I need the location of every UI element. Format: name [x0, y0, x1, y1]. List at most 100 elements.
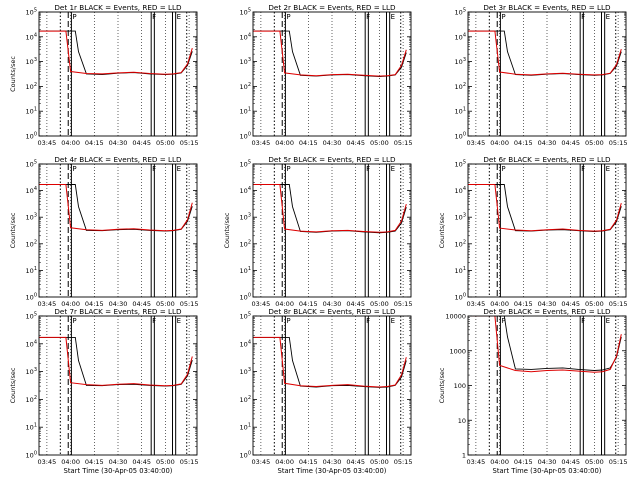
x-tick-label: 03:45 [252, 458, 271, 466]
panel-title: Det 6r BLACK = Events, RED = LLD [483, 155, 611, 164]
x-tick-label: 03:45 [467, 300, 486, 308]
panel-det-4: P F E 100 101 102 103 104 105 03:45 04:00 04:15 04:3… [9, 155, 198, 308]
series-events-line [253, 336, 407, 388]
marker-p: P [286, 13, 290, 21]
marker-p: P [72, 165, 76, 173]
marker-f: F [581, 165, 585, 173]
marker-f: F [366, 165, 370, 173]
x-tick-label: 04:45 [132, 300, 151, 308]
series-events-line [468, 184, 622, 232]
y-tick-label: 101 [455, 266, 466, 275]
y-tick-label: 101 [240, 266, 251, 275]
marker-f: F [152, 13, 156, 21]
y-tick-label: 105 [240, 312, 251, 321]
x-tick-label: 05:15 [180, 300, 199, 308]
y-tick-label: 103 [455, 213, 466, 222]
y-tick-label: 1 [462, 452, 466, 460]
x-tick-label: 04:00 [275, 300, 294, 308]
y-tick-label: 101 [455, 107, 466, 116]
x-tick-label: 04:00 [490, 458, 509, 466]
x-axis-label: Start Time (30-Apr-05 03:40:00) [278, 467, 387, 475]
y-tick-label: 104 [240, 186, 251, 195]
y-tick-label: 103 [455, 57, 466, 66]
x-tick-label: 04:15 [299, 139, 318, 147]
x-tick-label: 04:15 [299, 300, 318, 308]
axes-frame [252, 163, 412, 298]
x-tick-label: 05:00 [370, 458, 389, 466]
panel-det-1: P F E 100 101 102 103 104 105 03:45 04:00 04:15 04:3… [9, 3, 198, 147]
marker-e: E [391, 317, 395, 325]
x-tick-label: 04:45 [132, 458, 151, 466]
y-tick-label: 101 [240, 423, 251, 432]
marker-e: E [606, 165, 610, 173]
x-tick-label: 05:00 [585, 139, 604, 147]
x-tick-label: 04:15 [85, 458, 104, 466]
axes-frame [252, 315, 412, 456]
series-lld-line [468, 30, 622, 76]
series-lld-line [253, 30, 407, 77]
panel-title: Det 1r BLACK = Events, RED = LLD [54, 3, 182, 12]
y-tick-label: 103 [26, 213, 37, 222]
panel-det-2: P F E 100 101 102 103 104 105 03:45 04:00 04:15 04:3… [240, 3, 413, 147]
y-tick-label: 105 [26, 160, 37, 169]
y-tick-label: 102 [240, 82, 251, 91]
x-tick-label: 03:45 [252, 139, 271, 147]
y-tick-label: 105 [26, 312, 37, 321]
y-axis-label: Counts/sec [438, 212, 446, 248]
series-lld-line [468, 316, 622, 373]
series-lld-line [253, 184, 407, 233]
marker-p: P [286, 317, 290, 325]
x-tick-label: 04:30 [109, 300, 128, 308]
series-events-line [468, 30, 622, 76]
x-tick-label: 03:45 [467, 139, 486, 147]
panel-det-9: P F E 1 10 100 1000 10000 03:45 04:00 04:15 04:30 04… [438, 307, 627, 475]
x-tick-label: 05:15 [180, 139, 199, 147]
series-events-line [468, 316, 622, 371]
marker-e: E [606, 317, 610, 325]
marker-p: P [501, 13, 505, 21]
y-tick-label: 102 [26, 82, 37, 91]
x-axis-label: Start Time (30-Apr-05 03:40:00) [64, 467, 173, 475]
y-tick-label: 104 [240, 32, 251, 41]
y-tick-label: 105 [26, 8, 37, 17]
x-tick-label: 03:45 [467, 458, 486, 466]
y-tick-label: 101 [26, 423, 37, 432]
panel-title: Det 4r BLACK = Events, RED = LLD [54, 155, 182, 164]
marker-e: E [177, 317, 181, 325]
y-tick-label: 101 [240, 107, 251, 116]
x-tick-label: 04:45 [561, 139, 580, 147]
marker-p: P [72, 317, 76, 325]
x-tick-label: 04:00 [490, 300, 509, 308]
x-tick-label: 04:00 [275, 458, 294, 466]
y-tick-label: 100 [454, 382, 466, 390]
y-tick-label: 100 [240, 132, 251, 141]
series-events-line [253, 30, 407, 77]
x-tick-label: 04:00 [61, 300, 80, 308]
x-tick-label: 05:00 [585, 458, 604, 466]
marker-p: P [72, 13, 76, 21]
x-tick-label: 05:00 [156, 458, 175, 466]
x-tick-label: 04:30 [538, 300, 557, 308]
marker-f: F [152, 165, 156, 173]
series-lld-line [253, 336, 407, 388]
marker-f: F [581, 317, 585, 325]
series-events-line [39, 184, 193, 232]
y-axis-label: Counts/sec [9, 367, 17, 403]
x-tick-label: 03:45 [252, 300, 271, 308]
panel-det-3: P F E 100 101 102 103 104 105 03:45 04:00 04:15 04:3… [455, 3, 628, 147]
y-tick-label: 10000 [445, 313, 466, 321]
y-tick-label: 104 [26, 339, 37, 348]
marker-f: F [366, 13, 370, 21]
axes-frame [467, 163, 627, 298]
y-tick-label: 101 [26, 107, 37, 116]
x-tick-label: 03:45 [38, 300, 57, 308]
x-tick-label: 04:30 [538, 458, 557, 466]
x-tick-label: 03:45 [38, 458, 57, 466]
marker-e: E [391, 165, 395, 173]
x-tick-label: 04:30 [323, 139, 342, 147]
axes-frame [38, 163, 198, 298]
x-tick-label: 04:15 [514, 300, 533, 308]
y-tick-label: 104 [455, 32, 466, 41]
x-tick-label: 05:00 [156, 139, 175, 147]
